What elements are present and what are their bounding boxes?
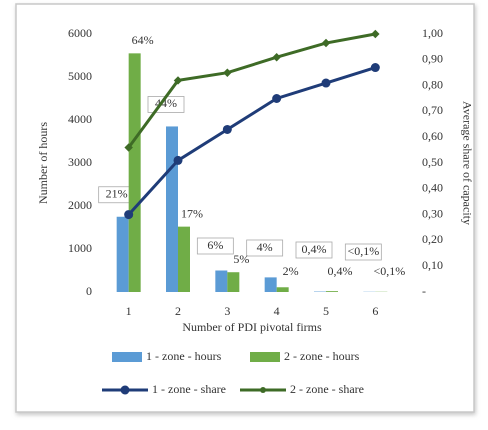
legend-swatch <box>112 352 142 362</box>
y2-tick-label: 0,30 <box>422 206 443 220</box>
y-tick-label: 0 <box>86 284 92 298</box>
marker <box>371 63 380 72</box>
y2-tick-label: 0,90 <box>422 52 443 66</box>
data-label: 2% <box>283 264 299 278</box>
bar <box>117 217 129 292</box>
data-label: 6% <box>207 238 223 252</box>
y2-tick-label: 0,10 <box>422 258 443 272</box>
data-label: 17% <box>181 206 203 220</box>
y2-tick-label: 0,20 <box>422 232 443 246</box>
legend-label: 1 - zone - hours <box>146 349 222 363</box>
bar <box>265 277 277 292</box>
y-tick-label: 1000 <box>68 241 92 255</box>
y2-tick-label: 0,70 <box>422 103 443 117</box>
data-label: <0,1% <box>347 244 379 258</box>
bar <box>178 227 190 292</box>
bar <box>166 126 178 292</box>
marker <box>322 79 331 88</box>
x-tick-label: 5 <box>323 304 329 318</box>
x-tick-label: 2 <box>175 304 181 318</box>
legend-swatch <box>250 352 280 362</box>
legend-label: 1 - zone - share <box>152 382 226 396</box>
y2-tick-label: 0,60 <box>422 129 443 143</box>
data-label: 4% <box>257 240 273 254</box>
legend-label: 2 - zone - hours <box>284 349 360 363</box>
bar <box>215 271 227 293</box>
y-tick-label: 2000 <box>68 198 92 212</box>
x-tick-label: 1 <box>126 304 132 318</box>
marker <box>174 156 183 165</box>
data-label: 5% <box>233 252 249 266</box>
legend-marker <box>260 387 266 393</box>
legend-marker <box>121 386 130 395</box>
y-tick-label: 5000 <box>68 69 92 83</box>
marker <box>223 125 232 134</box>
data-label: 64% <box>132 33 154 47</box>
y2-tick-label: - <box>422 284 426 298</box>
legend-label: 2 - zone - share <box>290 382 364 396</box>
y2-tick-label: 0,50 <box>422 155 443 169</box>
bar <box>326 291 338 292</box>
marker <box>124 210 133 219</box>
y-axis-title: Number of hours <box>36 122 50 204</box>
y2-tick-label: 1,00 <box>422 26 443 40</box>
x-tick-label: 4 <box>274 304 280 318</box>
data-label: 0,4% <box>328 264 353 278</box>
y2-tick-label: 0,40 <box>422 181 443 195</box>
y-tick-label: 3000 <box>68 155 92 169</box>
bar <box>277 287 289 292</box>
y-tick-label: 4000 <box>68 112 92 126</box>
y-tick-label: 6000 <box>68 26 92 40</box>
marker <box>272 94 281 103</box>
data-label: 0,4% <box>302 242 327 256</box>
bar <box>129 53 141 292</box>
bar <box>227 272 239 292</box>
x-tick-label: 6 <box>372 304 378 318</box>
x-tick-label: 3 <box>224 304 230 318</box>
data-label: 21% <box>106 187 128 201</box>
x-axis-title: Number of PDI pivotal firms <box>182 320 322 334</box>
y2-tick-label: 0,80 <box>422 77 443 91</box>
y2-axis-title: Average share of capacity <box>460 101 474 225</box>
data-label: <0,1% <box>373 264 405 278</box>
